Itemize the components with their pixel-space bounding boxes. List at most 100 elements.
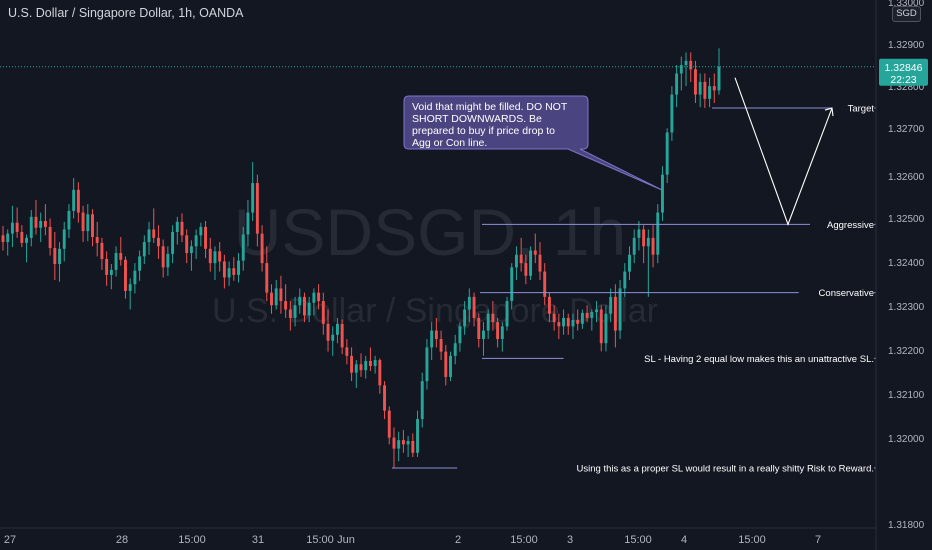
- candle-142: [670, 86, 674, 141]
- candle-65: [307, 296, 311, 323]
- candle-body: [439, 339, 443, 352]
- candle-30: [142, 235, 146, 264]
- time-axis[interactable]: 27 28 15:00 31 15:00 Jun 2 15:00 3 15:00 4 15:00 7: [0, 527, 876, 546]
- candle-69: [326, 309, 330, 352]
- candle-106: [500, 322, 504, 352]
- candle-45: [213, 246, 217, 280]
- candle-body: [109, 269, 113, 275]
- projection-path: [734, 77, 833, 226]
- candle-body: [378, 360, 382, 386]
- candle-body: [590, 312, 594, 318]
- candle-115: [543, 263, 547, 306]
- annotation-callout[interactable]: Void that might be filled. DO NOT SHORT …: [403, 95, 663, 191]
- candle-body: [180, 221, 184, 236]
- candle-133: [628, 246, 631, 280]
- candle-body: [392, 437, 396, 449]
- candle-87: [411, 433, 415, 457]
- candle-body: [218, 251, 222, 262]
- candle-70: [331, 326, 335, 356]
- level-text-bg: [798, 285, 874, 300]
- candle-127: [599, 305, 603, 356]
- candle-33: [156, 225, 160, 259]
- price-tick-6: 1.32400: [888, 258, 925, 269]
- candle-35: [166, 246, 170, 276]
- price-tick-2: 1.32800: [888, 82, 925, 93]
- candle-body: [449, 355, 452, 377]
- candle-body: [128, 284, 132, 291]
- time-tick-12: 7: [815, 534, 821, 546]
- candle-60: [284, 284, 288, 318]
- watermark-description: U.S. Dollar / Singapore Dollar: [212, 292, 658, 330]
- candle-body: [232, 268, 236, 275]
- candle-71: [335, 317, 339, 344]
- annotation-text: Void that might be filled. DO NOT SHORT …: [412, 101, 570, 149]
- candle-132: [623, 263, 627, 297]
- candle-body: [496, 322, 500, 339]
- candle-body: [124, 259, 127, 291]
- candle-68: [321, 292, 325, 335]
- candle-38: [180, 213, 184, 243]
- candle-50: [237, 253, 240, 283]
- candle-body: [359, 364, 363, 371]
- candle-body: [595, 309, 598, 313]
- candle-47: [222, 254, 226, 289]
- candle-0: [1, 226, 5, 251]
- price-tick-7: 1.32300: [888, 302, 925, 313]
- level-low[interactable]: Using this as a proper SL would result i…: [392, 459, 928, 476]
- price-tick-9: 1.32100: [888, 390, 925, 401]
- candle-95: [449, 351, 452, 382]
- candle-107: [505, 296, 509, 331]
- currency-badge[interactable]: SGD: [892, 6, 921, 22]
- candle-81: [383, 381, 387, 420]
- candle-15: [72, 178, 76, 219]
- candle-body: [76, 189, 80, 213]
- candle-body: [43, 221, 47, 227]
- candle-body: [114, 253, 118, 270]
- candle-64: [303, 292, 306, 323]
- candle-body: [604, 313, 608, 344]
- price-axis[interactable]: 1.33000 1.32900 1.32800 1.32700 1.32600 1.325…: [875, 0, 932, 550]
- candle-4: [20, 225, 24, 248]
- candle-113: [533, 233, 537, 264]
- candle-100: [472, 292, 476, 327]
- candle-body: [208, 248, 212, 264]
- level-text: Conservative: [819, 288, 874, 299]
- candle-body: [420, 381, 424, 420]
- candle-58: [274, 280, 278, 310]
- candle-body: [646, 237, 650, 247]
- candle-body: [717, 66, 721, 91]
- candle-body: [425, 347, 429, 382]
- candle-76: [359, 353, 363, 377]
- candle-29: [138, 250, 142, 281]
- candle-body: [67, 210, 71, 230]
- candle-body: [467, 296, 471, 310]
- candle-body: [661, 174, 664, 213]
- level-text: SL - Having 2 equal low makes this an un…: [644, 354, 874, 365]
- candle-117: [552, 305, 556, 331]
- time-tick-7: 15:00: [510, 534, 538, 546]
- candle-body: [566, 317, 570, 327]
- candle-125: [590, 309, 594, 331]
- candle-32: [152, 208, 156, 243]
- candle-110: [519, 237, 523, 272]
- candle-74: [350, 347, 354, 382]
- candle-body: [562, 317, 566, 327]
- candle-body: [81, 212, 85, 232]
- candle-104: [491, 301, 495, 331]
- candle-body: [86, 214, 90, 232]
- candle-114: [538, 242, 542, 280]
- candle-body: [213, 251, 217, 264]
- candle-138: [651, 225, 655, 268]
- candle-body: [312, 292, 316, 303]
- candle-body: [628, 254, 631, 272]
- candle-body: [199, 226, 203, 236]
- candle-152: [717, 48, 721, 95]
- candle-body: [345, 347, 349, 356]
- candle-144: [679, 56, 683, 91]
- candle-body: [599, 309, 603, 344]
- candle-54: [255, 174, 259, 247]
- candle-body: [62, 229, 66, 249]
- candle-body: [656, 212, 660, 255]
